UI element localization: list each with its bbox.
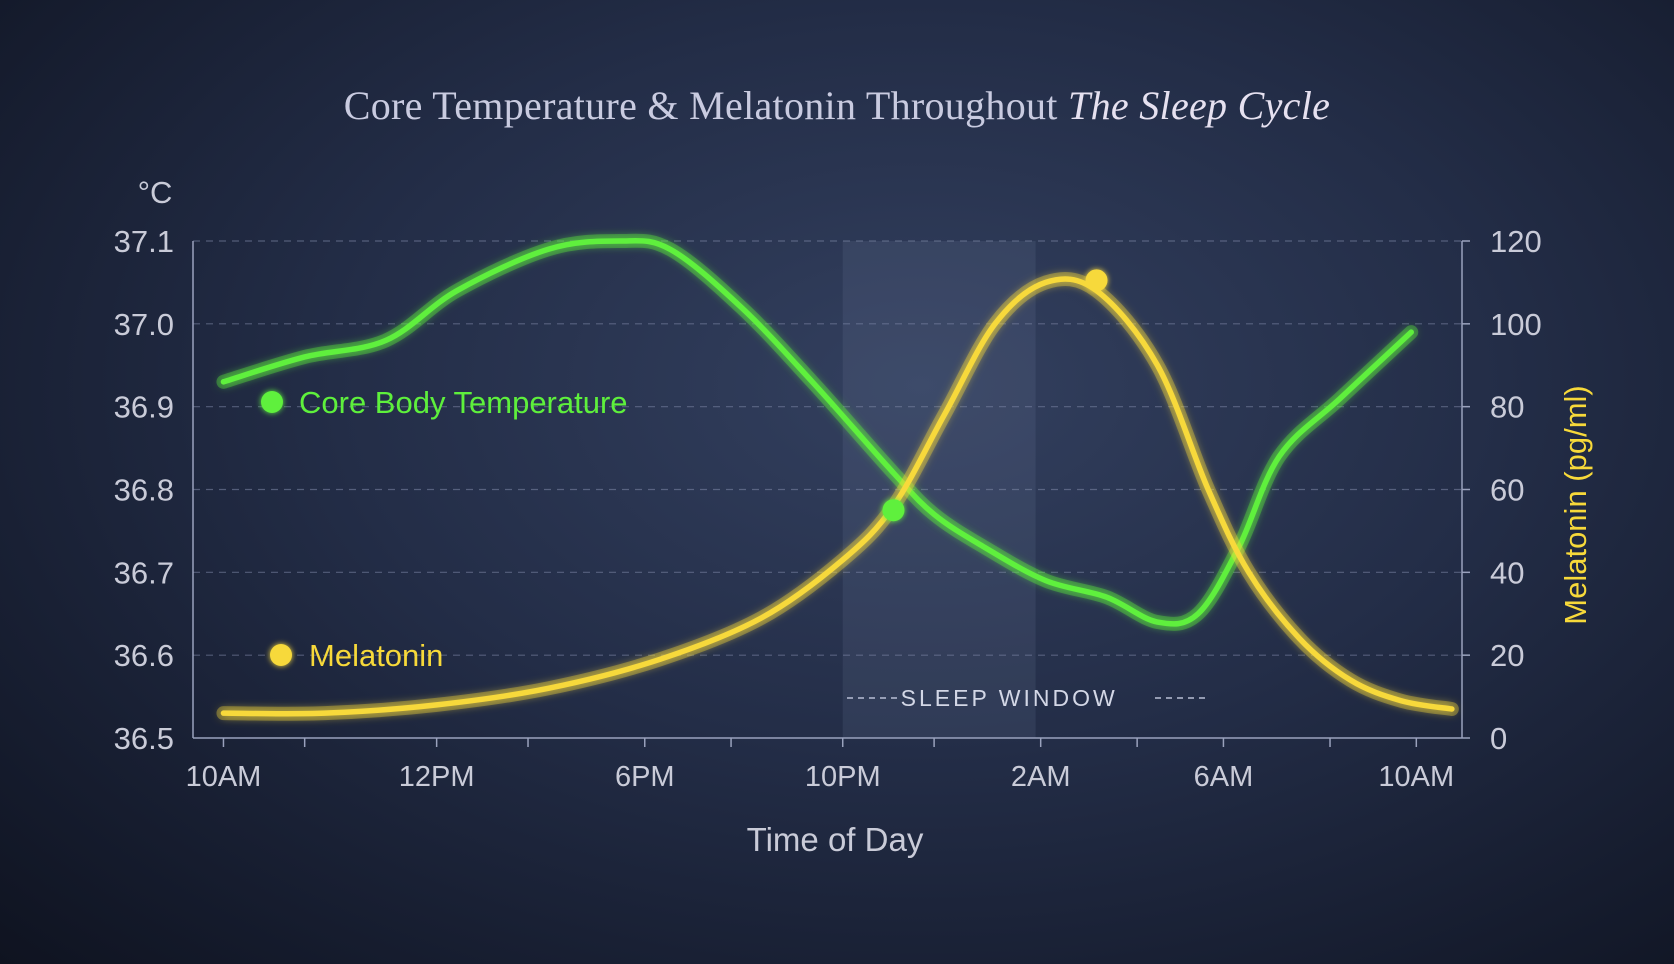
y-axis-right-tick-label: 40 — [1490, 555, 1524, 590]
y-axis-left-tick-label: 36.7 — [114, 555, 174, 590]
x-axis-tick-label: 10AM — [1378, 761, 1454, 793]
legend-marker-melatonin — [270, 644, 292, 666]
y-axis-right-tick-label: 80 — [1490, 390, 1524, 425]
x-axis-tick-label: 12PM — [399, 761, 475, 793]
y-axis-left-tick-label: 36.9 — [114, 390, 174, 425]
chart-title-main: Core Temperature & Melatonin Throughout — [343, 83, 1058, 128]
y-axis-right-tick-label: 120 — [1490, 224, 1542, 259]
y-axis-right-ticks: 0 20 40 60 80 100 120 — [1462, 224, 1542, 756]
data-point-core-body-temperature — [882, 499, 905, 522]
legend-marker-temperature — [261, 391, 283, 413]
data-point-melatonin — [1085, 269, 1108, 292]
y-axis-right-label: Melatonin (pg/ml) — [1558, 385, 1593, 624]
y-axis-left-ticks: 36.5 36.6 36.7 36.8 36.9 37.0 37.1 — [114, 224, 174, 756]
y-axis-left-tick-label: 37.1 — [114, 224, 174, 259]
x-axis-tick-label: 6PM — [615, 761, 675, 793]
chart-title: Core Temperature & Melatonin Throughout … — [0, 82, 1674, 129]
series-halo-core-body-temperature — [216, 233, 1419, 631]
y-axis-right-tick-label: 20 — [1490, 638, 1524, 673]
x-axis-tick-label: 10AM — [186, 761, 262, 793]
y-axis-left-unit: °C — [138, 175, 173, 210]
x-axis-label: Time of Day — [747, 821, 924, 858]
x-axis-ticks: 10AM 12PM 6PM 10PM 2AM 6AM 10AM — [186, 738, 1454, 793]
legend-label-melatonin: Melatonin — [309, 638, 443, 673]
sleep-window-label-group: SLEEP WINDOW — [847, 685, 1206, 711]
series-line-core-body-temperature — [220, 237, 1414, 627]
y-axis-right-tick-label: 100 — [1490, 307, 1542, 342]
y-axis-right-tick-label: 60 — [1490, 473, 1524, 508]
y-axis-right-tick-label: 0 — [1490, 721, 1507, 756]
chart-title-italic: The Sleep Cycle — [1068, 83, 1331, 128]
y-axis-left-tick-label: 36.6 — [114, 638, 174, 673]
sleep-window-label: SLEEP WINDOW — [901, 685, 1118, 711]
y-axis-left-tick-label: 36.8 — [114, 473, 174, 508]
legend-label-temperature: Core Body Temperature — [299, 385, 628, 420]
y-axis-left-tick-label: 37.0 — [114, 307, 174, 342]
series-line-melatonin — [220, 276, 1455, 717]
y-axis-left-tick-label: 36.5 — [114, 721, 174, 756]
markers — [882, 269, 1108, 522]
x-axis-tick-label: 2AM — [1011, 761, 1071, 793]
x-axis-tick-label: 10PM — [805, 761, 881, 793]
grid — [193, 240, 1462, 656]
x-axis-tick-label: 6AM — [1194, 761, 1254, 793]
legend: Core Body Temperature Melatonin — [261, 385, 628, 673]
series — [216, 233, 1459, 721]
